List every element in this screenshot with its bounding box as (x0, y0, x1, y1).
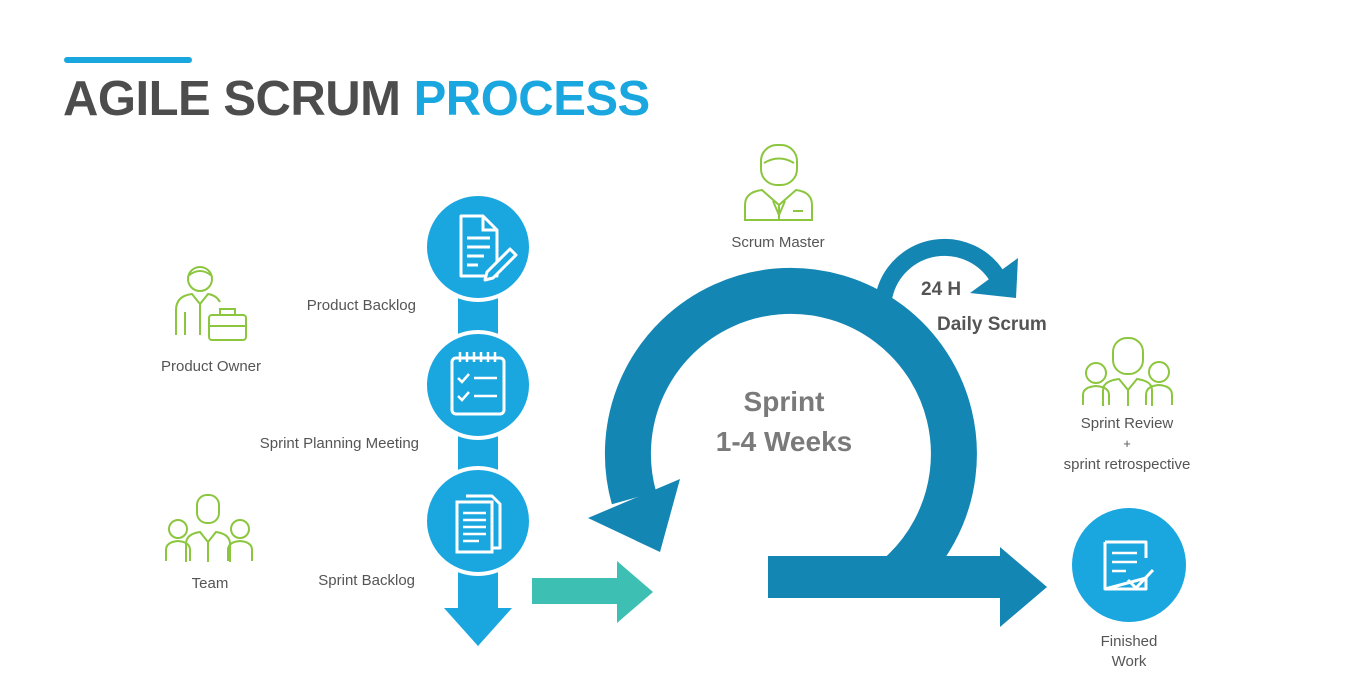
sprint-retrospective-label: sprint retrospective (1063, 456, 1191, 473)
sprint-backlog-icon (423, 466, 533, 576)
product-backlog-icon (423, 192, 533, 302)
sprint-loop (588, 267, 1047, 627)
title-part1: AGILE SCRUM (63, 72, 401, 126)
daily-scrum-loop (875, 238, 1018, 299)
product-owner-label: Product Owner (160, 358, 262, 375)
sprint-duration: 1-4 Weeks (715, 426, 853, 457)
product-backlog-label: Product Backlog (306, 297, 416, 314)
title-accent-bar (64, 57, 192, 63)
finished-work-icon (1072, 508, 1186, 622)
sprint-planning-label: Sprint Planning Meeting (259, 435, 419, 452)
product-owner-icon (175, 266, 247, 341)
title-part2: PROCESS (413, 72, 651, 126)
page-title: AGILE SCRUM PROCESS (63, 70, 650, 128)
to-sprint-arrow (532, 561, 653, 623)
sprint-backlog-label: Sprint Backlog (318, 572, 415, 589)
daily-scrum-label: Daily Scrum (937, 314, 1047, 335)
sprint-title: Sprint (743, 386, 825, 417)
sprint-review-plus: + (1123, 436, 1131, 451)
sprint-planning-icon (423, 330, 533, 440)
finished-line2: Work (1111, 653, 1147, 670)
process-arrow-head (444, 608, 512, 646)
scrum-master-label: Scrum Master (731, 234, 825, 251)
team-icon (165, 494, 253, 562)
finished-line1: Finished (1100, 633, 1158, 650)
team-label: Team (191, 575, 229, 592)
sprint-review-label: Sprint Review (1080, 415, 1174, 432)
scrum-master-icon (744, 144, 813, 221)
daily-hours: 24 H (921, 279, 962, 300)
sprint-review-icon (1082, 337, 1173, 406)
